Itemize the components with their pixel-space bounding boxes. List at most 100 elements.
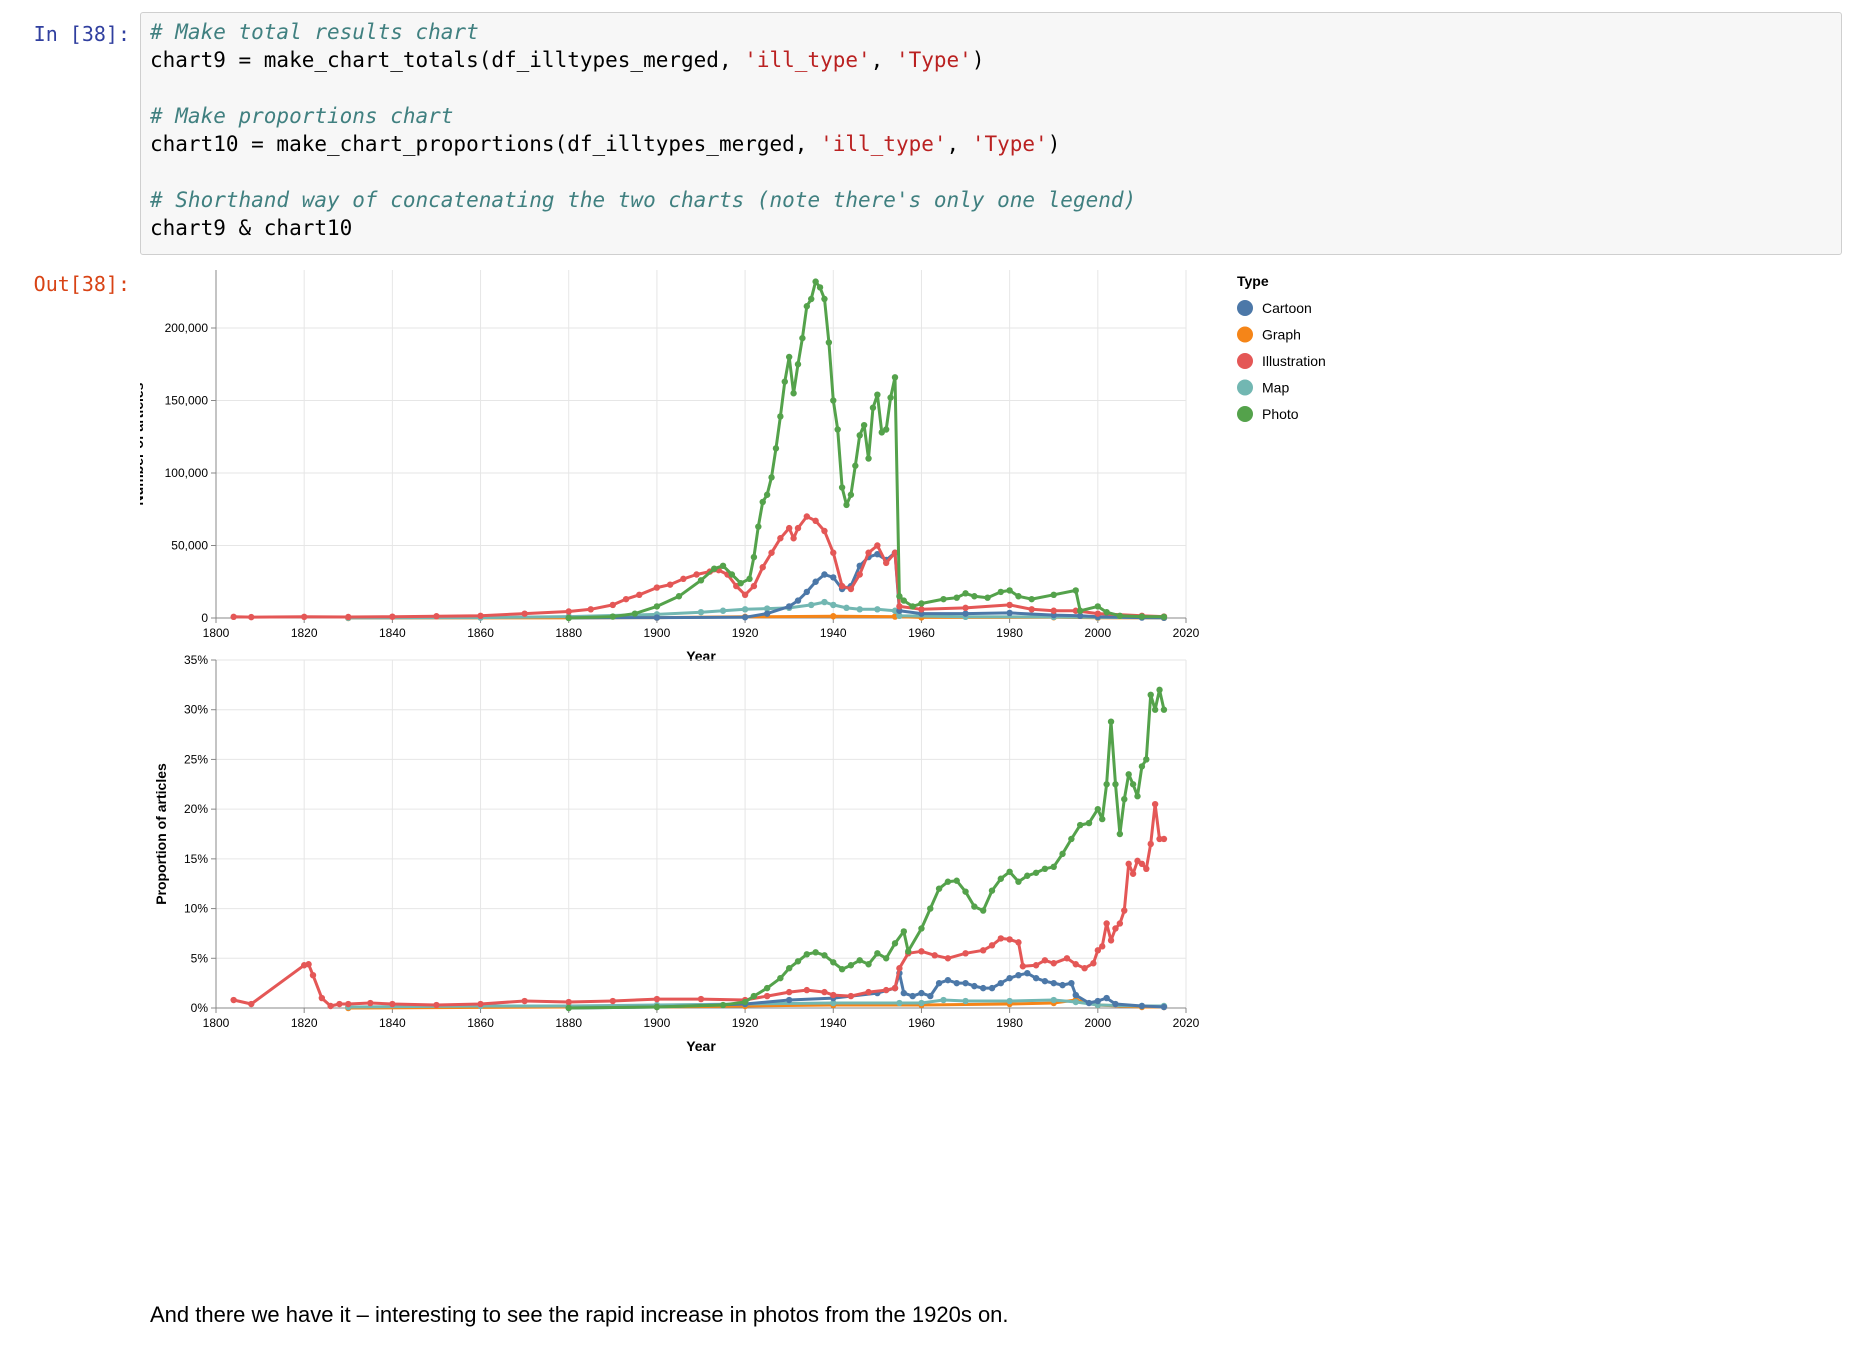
x-tick-label: 1980	[996, 626, 1023, 640]
data-point-photo	[962, 888, 969, 895]
data-point-illustration	[1094, 610, 1102, 617]
data-point-illustration	[856, 571, 863, 578]
data-point-illustration	[1015, 939, 1022, 946]
data-point-map	[808, 601, 815, 609]
data-point-illustration	[433, 1001, 440, 1009]
code-comment: # Shorthand way of concatenating the two…	[150, 188, 1137, 212]
data-point-photo	[944, 878, 952, 885]
data-point-photo	[777, 413, 784, 420]
data-point-photo	[971, 903, 978, 910]
data-point-illustration	[962, 604, 969, 612]
code-comment: # Make proportions chart	[150, 104, 454, 128]
data-point-photo	[874, 391, 881, 398]
data-point-photo	[785, 353, 793, 361]
y-tick-label: 20%	[184, 802, 208, 816]
data-point-photo	[1094, 805, 1102, 813]
data-point-photo	[1151, 706, 1159, 713]
data-point-illustration	[1151, 800, 1159, 808]
y-tick-label: 15%	[184, 852, 208, 866]
data-point-illustration	[821, 988, 828, 996]
data-point-illustration	[785, 988, 793, 996]
data-point-photo	[830, 397, 837, 404]
y-tick-label: 0	[201, 611, 208, 625]
data-point-photo	[1116, 612, 1124, 620]
data-point-cartoon	[1076, 612, 1084, 620]
data-point-photo	[794, 958, 802, 965]
data-point-illustration	[794, 524, 802, 532]
data-point-photo	[847, 491, 855, 498]
data-point-photo	[799, 334, 806, 342]
data-point-photo	[882, 955, 890, 962]
x-tick-label: 1920	[732, 626, 759, 640]
data-point-photo	[1103, 609, 1110, 616]
code-token: )	[1047, 132, 1061, 156]
data-point-photo	[988, 887, 996, 894]
data-point-illustration	[1116, 920, 1124, 927]
data-point-photo	[812, 949, 819, 956]
data-point-photo	[803, 303, 811, 310]
data-point-illustration	[891, 984, 899, 992]
data-point-illustration	[803, 513, 811, 520]
data-point-photo	[860, 421, 868, 429]
data-point-cartoon	[1138, 1002, 1146, 1010]
data-point-illustration	[1041, 957, 1049, 964]
data-point-photo	[631, 610, 639, 617]
x-tick-label: 1820	[291, 626, 318, 640]
data-point-photo	[768, 474, 775, 481]
data-point-illustration	[847, 585, 855, 593]
y-tick-label: 100,000	[165, 466, 209, 480]
data-point-illustration	[785, 524, 793, 532]
data-point-illustration	[1006, 601, 1013, 609]
data-point-photo	[719, 1001, 727, 1009]
data-point-illustration	[763, 992, 771, 1000]
data-point-map	[821, 598, 828, 606]
data-point-illustration	[865, 549, 872, 556]
y-tick-label: 25%	[184, 752, 208, 766]
data-point-photo	[1103, 781, 1110, 788]
data-point-photo	[803, 951, 811, 958]
data-point-map	[719, 607, 727, 614]
data-point-photo	[1024, 872, 1031, 879]
data-point-illustration	[1094, 947, 1102, 954]
data-point-cartoon	[1024, 970, 1031, 977]
data-point-illustration	[1050, 960, 1057, 967]
data-point-illustration	[697, 995, 705, 1003]
data-point-photo	[808, 295, 815, 303]
legend-label: Illustration	[1262, 353, 1326, 369]
data-point-illustration	[1107, 937, 1115, 944]
data-point-cartoon	[1160, 1003, 1168, 1011]
data-point-illustration	[1112, 925, 1119, 932]
data-point-photo	[794, 361, 802, 368]
code-token: )	[971, 48, 985, 72]
code-line	[150, 74, 1136, 102]
data-point-cartoon	[874, 551, 881, 558]
data-point-photo	[900, 597, 908, 604]
data-point-photo	[1068, 835, 1075, 843]
data-point-photo	[1028, 595, 1035, 603]
data-point-cartoon	[944, 976, 952, 984]
code-line: chart9 = make_chart_totals(df_illtypes_m…	[150, 46, 1136, 74]
data-point-map	[1050, 996, 1057, 1004]
data-point-cartoon	[812, 578, 819, 585]
code-editor[interactable]: # Make total results chart chart9 = make_…	[150, 18, 1136, 242]
data-point-cartoon	[988, 984, 996, 992]
data-point-illustration	[367, 999, 374, 1007]
series-line-illustration	[233, 802, 1164, 1008]
data-point-illustration	[777, 535, 784, 542]
data-point-illustration	[997, 935, 1005, 942]
data-point-illustration	[1032, 962, 1040, 969]
series-line-photo	[568, 688, 1166, 1010]
data-point-photo	[852, 462, 859, 469]
data-point-photo	[1050, 863, 1057, 871]
code-cell[interactable]	[140, 12, 1842, 255]
data-point-cartoon	[803, 588, 811, 596]
input-prompt: In [38]:	[33, 22, 130, 46]
legend-label: Graph	[1262, 327, 1301, 343]
data-point-illustration	[882, 986, 890, 994]
data-point-map	[918, 999, 925, 1007]
data-point-photo	[865, 455, 872, 462]
data-point-illustration	[587, 606, 594, 613]
x-tick-label: 2000	[1084, 626, 1111, 640]
data-point-illustration	[896, 965, 903, 972]
data-point-photo	[821, 952, 828, 959]
